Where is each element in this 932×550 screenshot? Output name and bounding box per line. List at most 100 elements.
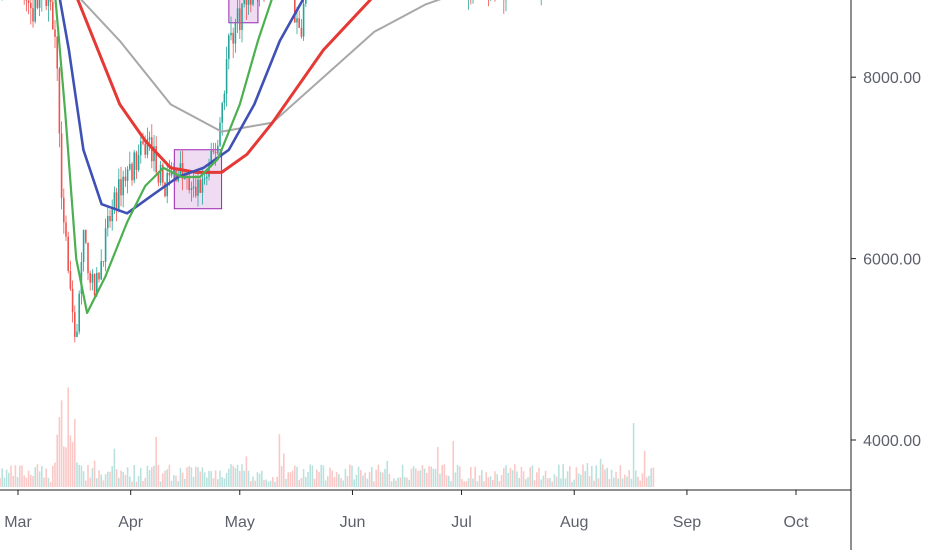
volume-bar — [261, 470, 263, 487]
candle-body — [135, 152, 138, 170]
volume-bar — [511, 470, 514, 487]
candle-body — [221, 103, 223, 123]
candle-body — [38, 0, 41, 8]
volume-bar — [467, 478, 470, 487]
volume-bar — [65, 447, 67, 487]
candle-body — [223, 93, 226, 104]
volume-bar — [529, 467, 531, 487]
volume-bar — [335, 471, 338, 487]
volume-bar — [305, 477, 307, 487]
candle-body — [203, 178, 206, 180]
volume-bar — [254, 480, 256, 487]
candle-body — [241, 3, 243, 31]
volume-bar — [338, 474, 340, 487]
volume-bar — [250, 481, 252, 487]
volume-bar — [146, 465, 149, 487]
volume-bar — [518, 477, 520, 487]
candle-body — [78, 293, 80, 332]
volume-bar — [195, 466, 197, 487]
candle-body — [100, 261, 102, 280]
volume-bar — [258, 473, 261, 487]
volume-bar — [498, 481, 501, 487]
volume-bar — [621, 478, 624, 487]
volume-bar — [408, 479, 410, 487]
volume-bar — [16, 477, 19, 487]
candle-body — [214, 151, 217, 154]
volume-bar — [542, 475, 545, 487]
volume-bar — [496, 474, 498, 487]
volume-bar — [129, 476, 131, 487]
volume-bar — [377, 464, 380, 487]
candle-body — [126, 169, 129, 181]
volume-bar — [283, 453, 285, 487]
volume-bar — [5, 469, 8, 487]
candle-body — [173, 169, 175, 173]
candle-body — [27, 0, 30, 3]
volume-bar — [648, 475, 650, 487]
volume-bar — [102, 480, 105, 487]
volume-bar — [10, 465, 12, 487]
volume-bar — [421, 465, 424, 487]
volume-bar — [164, 470, 166, 487]
volume-bar — [632, 423, 635, 487]
time-tick-label: Jul — [451, 514, 471, 531]
volume-bar — [316, 469, 318, 487]
volume-bar — [575, 467, 578, 487]
volume-bar — [300, 478, 303, 487]
candle-body — [210, 150, 212, 163]
candle-body — [201, 179, 204, 193]
volume-bar — [56, 434, 58, 487]
volume-bar — [287, 472, 289, 487]
volume-bar — [410, 468, 413, 487]
volume-bar — [476, 481, 479, 487]
volume-bar — [342, 480, 344, 487]
candle-body — [142, 141, 144, 144]
volume-bar — [419, 470, 421, 487]
volume-bar — [547, 478, 549, 487]
candle-body — [60, 133, 63, 198]
volume-bar — [371, 466, 373, 487]
candle-body — [232, 32, 234, 44]
volume-bar — [58, 417, 61, 487]
time-tick-label: May — [225, 514, 255, 531]
candle-body — [195, 186, 197, 196]
volume-bar — [624, 474, 626, 487]
volume-bar — [80, 465, 83, 487]
volume-bar — [533, 480, 536, 487]
volume-bar — [329, 467, 331, 487]
volume-bar — [157, 465, 160, 487]
volume-bar — [540, 479, 542, 487]
volume-bar — [485, 472, 487, 487]
volume-bar — [452, 441, 454, 487]
candle-body — [124, 176, 127, 181]
candle-body — [71, 288, 74, 313]
volume-bar — [192, 476, 195, 487]
time-tick-label: Apr — [118, 514, 144, 531]
volume-bar — [520, 466, 523, 487]
volume-bar — [272, 477, 274, 487]
volume-bar — [582, 464, 584, 487]
candle-body — [153, 146, 155, 162]
time-tick-label: Jun — [340, 514, 366, 531]
volume-bar — [573, 479, 575, 487]
volume-bar — [379, 472, 382, 487]
candle-body — [140, 141, 142, 156]
candle-body — [96, 272, 98, 296]
volume-bar — [52, 465, 54, 487]
candle-body — [252, 0, 254, 5]
volume-bar — [118, 477, 120, 487]
volume-bar — [265, 479, 267, 487]
time-tick-label: Sep — [673, 514, 702, 531]
candle-body — [177, 176, 179, 181]
volume-bar — [551, 481, 553, 487]
time-axis[interactable]: Mar Apr May Jun Jul Aug Sep Oct — [4, 490, 809, 531]
candle-body — [305, 0, 307, 4]
volume-bar — [351, 465, 353, 487]
candle-body — [250, 0, 252, 5]
volume-bar — [181, 472, 184, 487]
candle-body — [219, 122, 221, 146]
volume-bar — [388, 473, 391, 487]
volume-bar — [509, 467, 512, 487]
